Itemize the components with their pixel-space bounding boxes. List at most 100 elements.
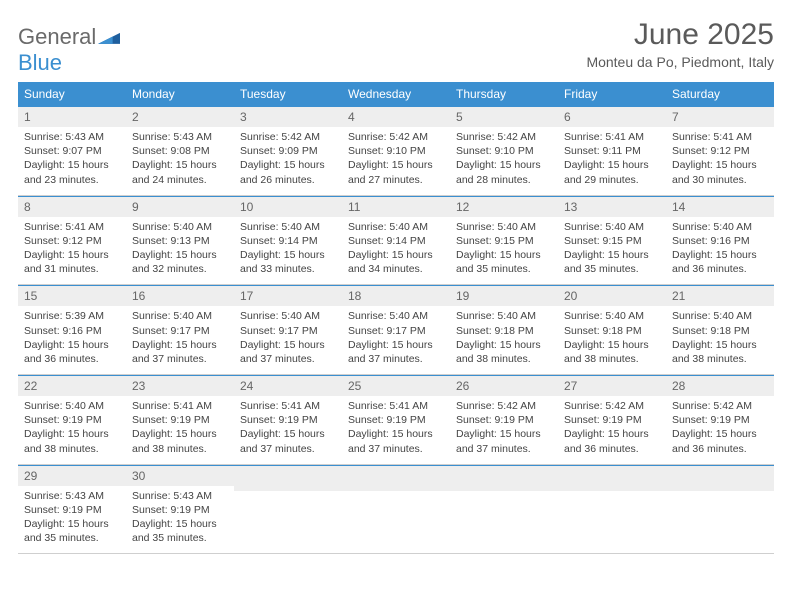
daylight-text: Daylight: 15 hours and 36 minutes.: [24, 338, 120, 366]
day-body: Sunrise: 5:42 AMSunset: 9:09 PMDaylight:…: [234, 127, 342, 195]
day-cell: 16Sunrise: 5:40 AMSunset: 9:17 PMDayligh…: [126, 285, 234, 374]
day-cell: 30Sunrise: 5:43 AMSunset: 9:19 PMDayligh…: [126, 465, 234, 554]
daylight-text: Daylight: 15 hours and 27 minutes.: [348, 158, 444, 186]
sunset-text: Sunset: 9:19 PM: [24, 503, 120, 517]
sunset-text: Sunset: 9:19 PM: [24, 413, 120, 427]
sunset-text: Sunset: 9:13 PM: [132, 234, 228, 248]
day-number-empty: [558, 465, 666, 491]
brand-part2: Blue: [18, 50, 62, 75]
day-number: 30: [126, 465, 234, 486]
day-body: Sunrise: 5:41 AMSunset: 9:11 PMDaylight:…: [558, 127, 666, 195]
sunrise-text: Sunrise: 5:41 AM: [132, 399, 228, 413]
day-number: 29: [18, 465, 126, 486]
day-cell: 9Sunrise: 5:40 AMSunset: 9:13 PMDaylight…: [126, 196, 234, 285]
day-body: Sunrise: 5:40 AMSunset: 9:17 PMDaylight:…: [234, 306, 342, 374]
sunset-text: Sunset: 9:17 PM: [348, 324, 444, 338]
sunrise-text: Sunrise: 5:41 AM: [240, 399, 336, 413]
daylight-text: Daylight: 15 hours and 28 minutes.: [456, 158, 552, 186]
day-cell: 4Sunrise: 5:42 AMSunset: 9:10 PMDaylight…: [342, 106, 450, 195]
month-title: June 2025: [586, 18, 774, 52]
day-body: Sunrise: 5:40 AMSunset: 9:16 PMDaylight:…: [666, 217, 774, 285]
day-body: Sunrise: 5:42 AMSunset: 9:10 PMDaylight:…: [450, 127, 558, 195]
day-number: 27: [558, 375, 666, 396]
daylight-text: Daylight: 15 hours and 34 minutes.: [348, 248, 444, 276]
sunset-text: Sunset: 9:19 PM: [132, 413, 228, 427]
dow-wednesday: Wednesday: [342, 82, 450, 106]
day-body: Sunrise: 5:40 AMSunset: 9:13 PMDaylight:…: [126, 217, 234, 285]
day-body: Sunrise: 5:40 AMSunset: 9:15 PMDaylight:…: [558, 217, 666, 285]
day-cell: 14Sunrise: 5:40 AMSunset: 9:16 PMDayligh…: [666, 196, 774, 285]
day-cell: 18Sunrise: 5:40 AMSunset: 9:17 PMDayligh…: [342, 285, 450, 374]
day-number: 7: [666, 106, 774, 127]
day-number: 18: [342, 285, 450, 306]
day-cell: [558, 465, 666, 554]
daylight-text: Daylight: 15 hours and 35 minutes.: [456, 248, 552, 276]
day-number: 15: [18, 285, 126, 306]
day-cell: 20Sunrise: 5:40 AMSunset: 9:18 PMDayligh…: [558, 285, 666, 374]
sunset-text: Sunset: 9:09 PM: [240, 144, 336, 158]
weeks-container: 1Sunrise: 5:43 AMSunset: 9:07 PMDaylight…: [18, 106, 774, 554]
day-number-empty: [666, 465, 774, 491]
daylight-text: Daylight: 15 hours and 29 minutes.: [564, 158, 660, 186]
day-body-empty: [342, 491, 450, 552]
day-cell: 13Sunrise: 5:40 AMSunset: 9:15 PMDayligh…: [558, 196, 666, 285]
sunset-text: Sunset: 9:16 PM: [24, 324, 120, 338]
sunset-text: Sunset: 9:19 PM: [672, 413, 768, 427]
sunrise-text: Sunrise: 5:40 AM: [348, 220, 444, 234]
day-body: Sunrise: 5:41 AMSunset: 9:19 PMDaylight:…: [126, 396, 234, 464]
day-number: 11: [342, 196, 450, 217]
daylight-text: Daylight: 15 hours and 37 minutes.: [456, 427, 552, 455]
daylight-text: Daylight: 15 hours and 38 minutes.: [564, 338, 660, 366]
sunrise-text: Sunrise: 5:42 AM: [240, 130, 336, 144]
daylight-text: Daylight: 15 hours and 31 minutes.: [24, 248, 120, 276]
day-number-empty: [450, 465, 558, 491]
day-number: 22: [18, 375, 126, 396]
title-block: June 2025 Monteu da Po, Piedmont, Italy: [586, 18, 774, 70]
daylight-text: Daylight: 15 hours and 35 minutes.: [24, 517, 120, 545]
sunrise-text: Sunrise: 5:40 AM: [240, 220, 336, 234]
sunset-text: Sunset: 9:12 PM: [672, 144, 768, 158]
sunset-text: Sunset: 9:15 PM: [456, 234, 552, 248]
brand-logo: General Blue: [18, 18, 120, 76]
daylight-text: Daylight: 15 hours and 36 minutes.: [564, 427, 660, 455]
sunset-text: Sunset: 9:18 PM: [564, 324, 660, 338]
sunrise-text: Sunrise: 5:40 AM: [456, 220, 552, 234]
day-number: 13: [558, 196, 666, 217]
sunset-text: Sunset: 9:14 PM: [348, 234, 444, 248]
day-body: Sunrise: 5:42 AMSunset: 9:19 PMDaylight:…: [450, 396, 558, 464]
day-number: 14: [666, 196, 774, 217]
day-number: 23: [126, 375, 234, 396]
daylight-text: Daylight: 15 hours and 35 minutes.: [564, 248, 660, 276]
day-body: Sunrise: 5:43 AMSunset: 9:19 PMDaylight:…: [126, 486, 234, 554]
sunrise-text: Sunrise: 5:40 AM: [348, 309, 444, 323]
day-body: Sunrise: 5:43 AMSunset: 9:08 PMDaylight:…: [126, 127, 234, 195]
sunset-text: Sunset: 9:19 PM: [564, 413, 660, 427]
day-number: 19: [450, 285, 558, 306]
brand-part1: General: [18, 24, 96, 49]
sunset-text: Sunset: 9:07 PM: [24, 144, 120, 158]
brand-triangle-icon: [98, 24, 120, 38]
day-cell: 19Sunrise: 5:40 AMSunset: 9:18 PMDayligh…: [450, 285, 558, 374]
day-cell: 1Sunrise: 5:43 AMSunset: 9:07 PMDaylight…: [18, 106, 126, 195]
day-cell: 8Sunrise: 5:41 AMSunset: 9:12 PMDaylight…: [18, 196, 126, 285]
sunset-text: Sunset: 9:19 PM: [240, 413, 336, 427]
day-number: 4: [342, 106, 450, 127]
day-body: Sunrise: 5:42 AMSunset: 9:19 PMDaylight:…: [558, 396, 666, 464]
daylight-text: Daylight: 15 hours and 33 minutes.: [240, 248, 336, 276]
day-number-empty: [234, 465, 342, 491]
sunrise-text: Sunrise: 5:43 AM: [132, 130, 228, 144]
sunrise-text: Sunrise: 5:43 AM: [24, 489, 120, 503]
sunrise-text: Sunrise: 5:40 AM: [672, 220, 768, 234]
day-cell: 22Sunrise: 5:40 AMSunset: 9:19 PMDayligh…: [18, 375, 126, 464]
sunrise-text: Sunrise: 5:40 AM: [456, 309, 552, 323]
sunrise-text: Sunrise: 5:40 AM: [132, 220, 228, 234]
day-cell: 11 Sunrise: 5:40 AMSunset: 9:14 PMDayligh…: [342, 196, 450, 285]
day-number: 10: [234, 196, 342, 217]
week-row: 22Sunrise: 5:40 AMSunset: 9:19 PMDayligh…: [18, 375, 774, 465]
header: General Blue June 2025 Monteu da Po, Pie…: [18, 18, 774, 76]
day-cell: 25Sunrise: 5:41 AMSunset: 9:19 PMDayligh…: [342, 375, 450, 464]
sunset-text: Sunset: 9:10 PM: [456, 144, 552, 158]
sunrise-text: Sunrise: 5:41 AM: [564, 130, 660, 144]
day-cell: 3Sunrise: 5:42 AMSunset: 9:09 PMDaylight…: [234, 106, 342, 195]
daylight-text: Daylight: 15 hours and 38 minutes.: [456, 338, 552, 366]
